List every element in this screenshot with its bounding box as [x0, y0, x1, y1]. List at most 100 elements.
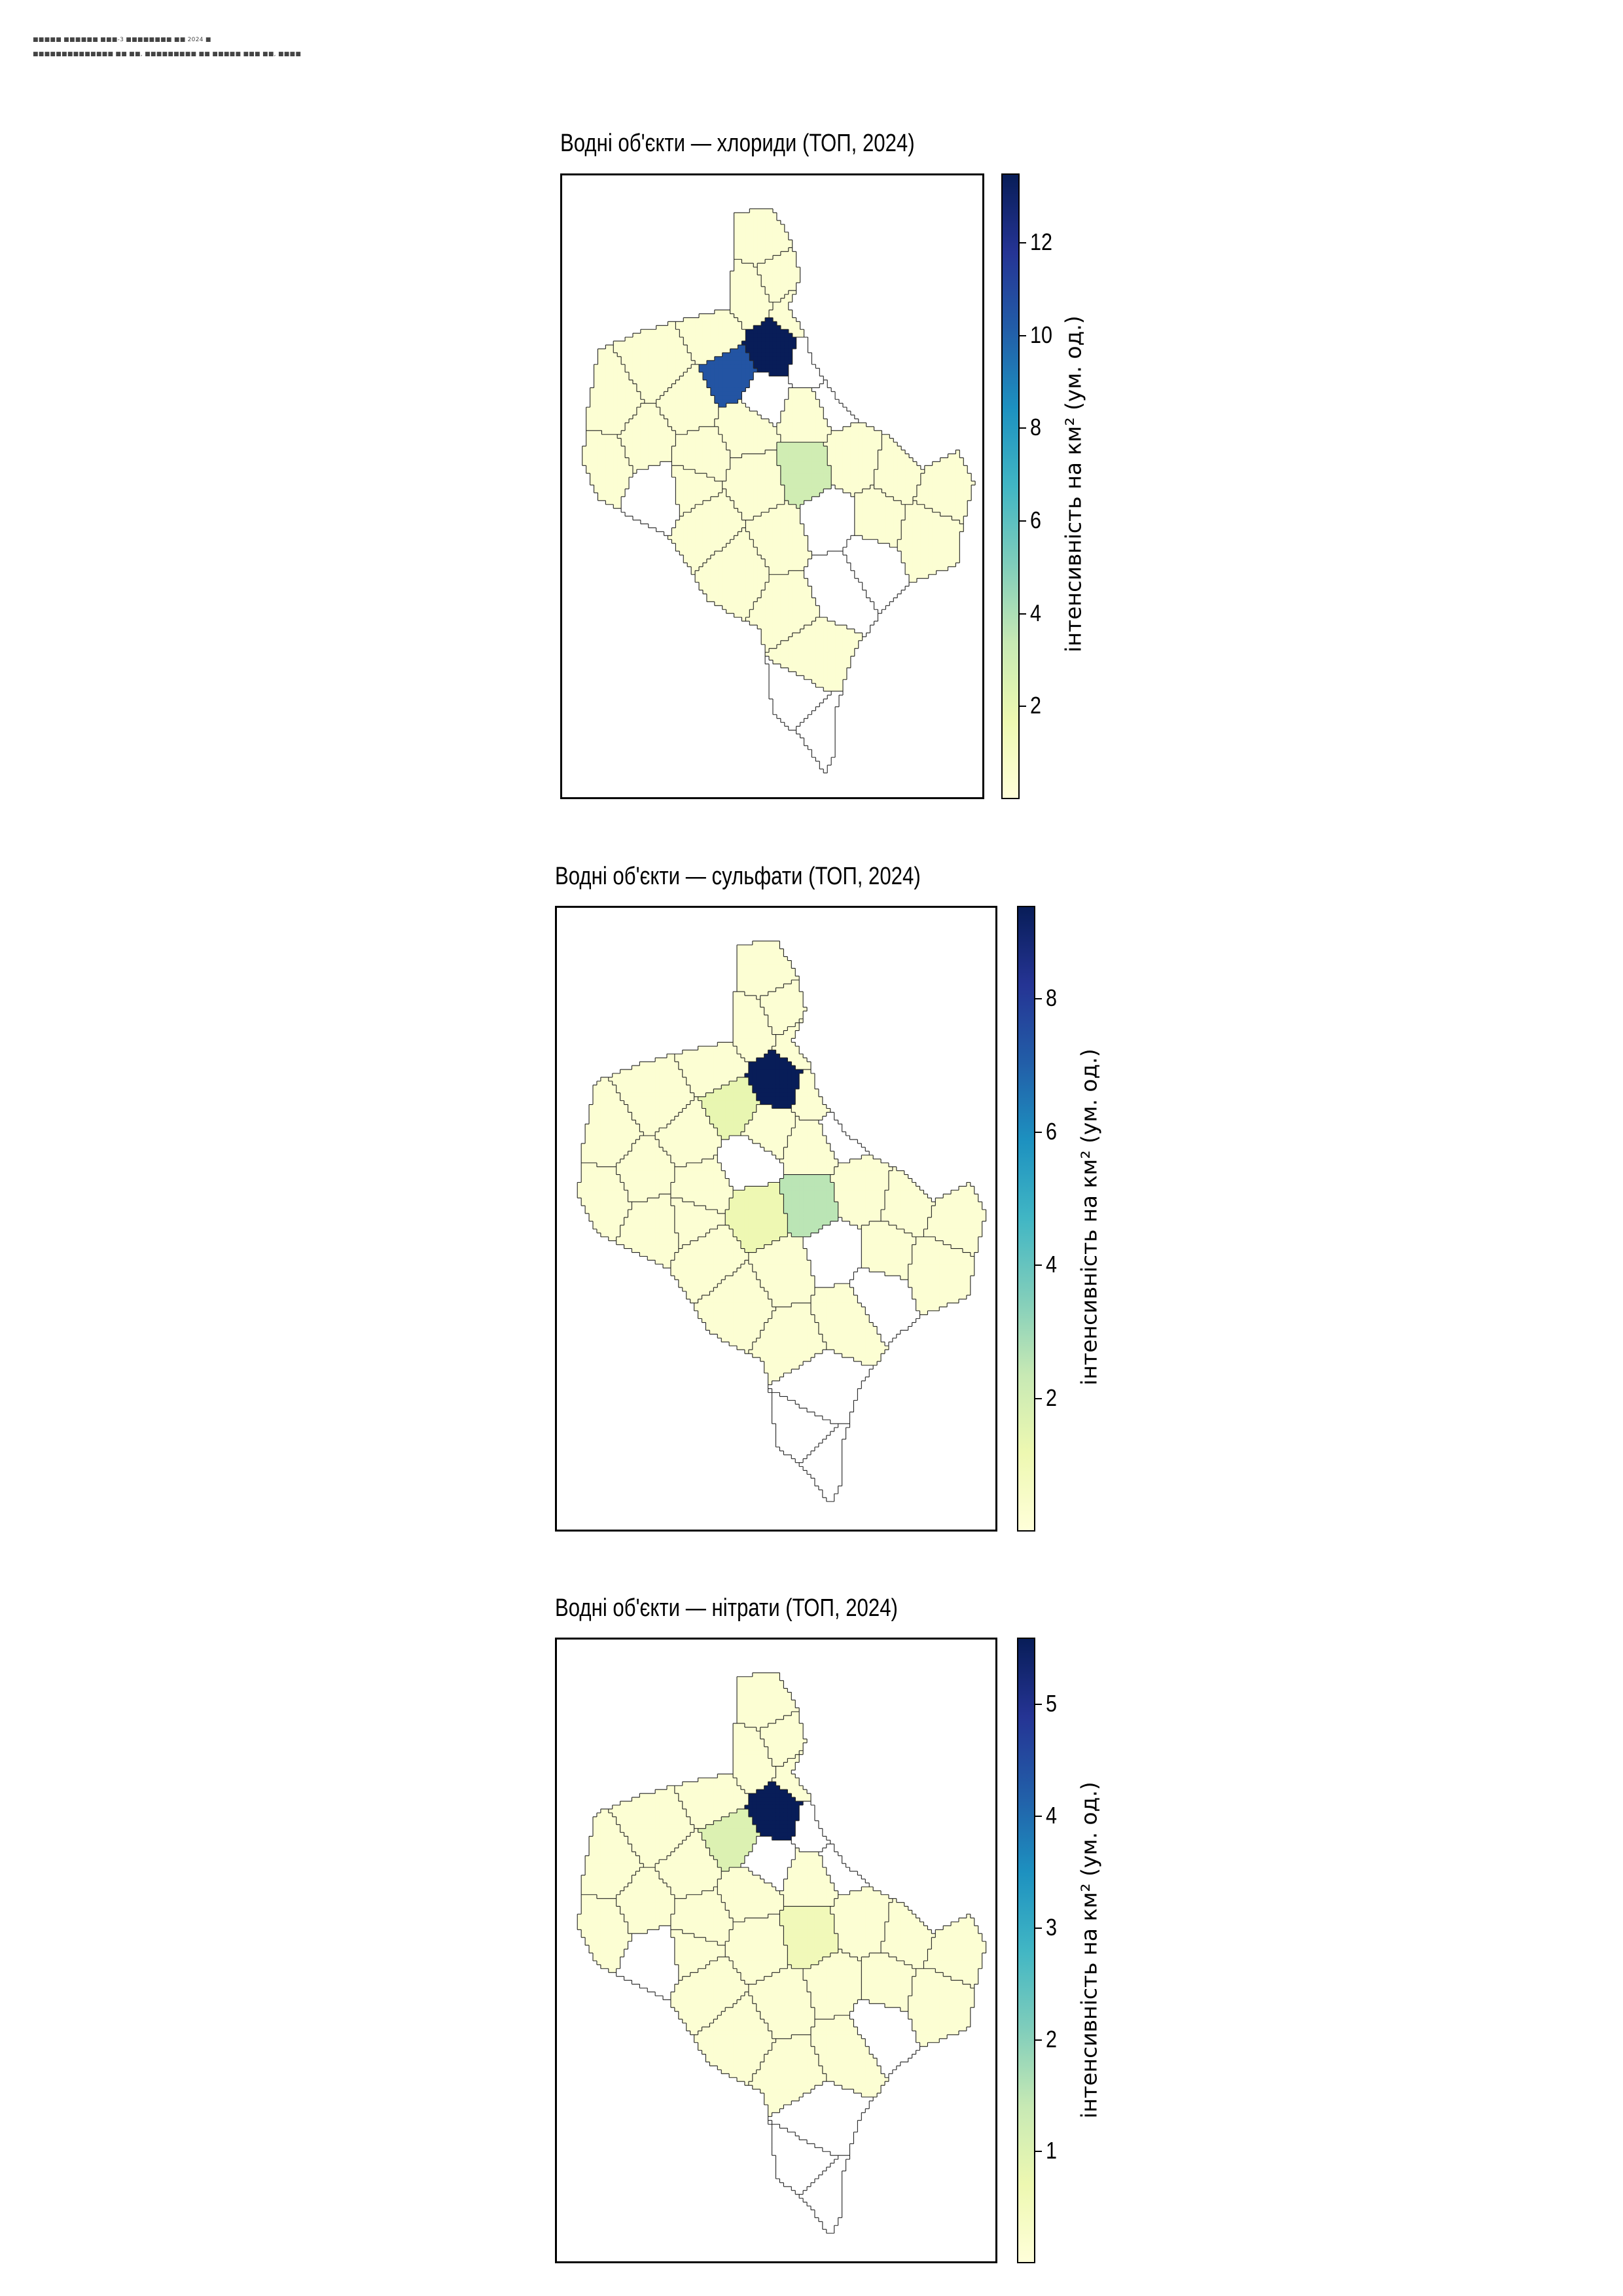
colorbar-label: інтенсивність на км² (ум. од.): [1060, 315, 1086, 653]
map-region: [908, 1968, 975, 2047]
map-region: [608, 1054, 695, 1136]
colorbar-tick-mark: [1035, 998, 1042, 1000]
colorbar-tick-mark: [1020, 613, 1026, 615]
colorbar-tick-label: 6: [1030, 507, 1042, 534]
map-region: [804, 551, 879, 637]
colorbar-tick-mark: [1020, 427, 1026, 429]
map-region: [617, 403, 676, 474]
map-region: [800, 485, 855, 556]
map-region: [772, 1018, 812, 1070]
map-region: [725, 1182, 788, 1253]
map-region: [737, 1672, 800, 1732]
colorbar-tick-label: 8: [1046, 984, 1058, 1012]
choropleth-map: [582, 208, 976, 774]
map-region: [613, 321, 696, 404]
map-region: [744, 1050, 804, 1109]
map-region: [760, 1712, 808, 1767]
colorbar: [1017, 1638, 1035, 2263]
colorbar: [1017, 906, 1035, 1532]
header-line-2: ■■■■■■■■■■■■■■ ■■ ■■, ■■■■■■■■■ ■■ ■■■■■…: [33, 51, 302, 58]
map-region: [765, 617, 863, 692]
map-region: [670, 1886, 734, 1946]
map-region: [748, 2034, 827, 2117]
colorbar-tick-mark: [1020, 520, 1026, 522]
map-region: [740, 1104, 796, 1160]
map-region: [908, 1236, 975, 1316]
map-region: [818, 1112, 870, 1164]
map-region: [656, 364, 719, 435]
map-region: [818, 1844, 870, 1895]
map-region: [740, 1836, 796, 1892]
map-region: [741, 372, 793, 427]
map-region: [830, 1155, 893, 1230]
map-region: [849, 2000, 921, 2078]
map-region: [849, 1268, 921, 1346]
map-region: [586, 345, 645, 435]
map-region: [791, 1801, 831, 1852]
map-region: [823, 422, 883, 497]
map-region: [616, 1136, 675, 1202]
colorbar-tick-label: 4: [1030, 599, 1042, 626]
map-region: [757, 247, 801, 303]
map-region: [788, 337, 824, 389]
map-region: [830, 1886, 893, 1962]
map-region: [671, 426, 731, 482]
map-region: [776, 387, 832, 443]
panel-title: Водні об'єкти — сульфати (ТОП, 2024): [555, 863, 921, 890]
map-region: [616, 1867, 675, 1934]
map-region: [923, 1182, 987, 1257]
map-region: [670, 1198, 726, 1249]
map-region: [768, 2120, 839, 2195]
map-region: [748, 1964, 815, 2039]
colorbar-tick-label: 2: [1046, 2025, 1058, 2053]
map-region: [779, 1116, 839, 1175]
map-region: [791, 1069, 831, 1121]
colorbar-tick-mark: [1035, 1265, 1042, 1266]
choropleth-map: [577, 941, 987, 1502]
map-region: [714, 399, 781, 459]
colorbar-tick-label: 12: [1030, 228, 1053, 256]
map-region: [730, 259, 774, 330]
map-region: [694, 1260, 777, 1354]
map-region: [733, 992, 777, 1062]
map-region: [695, 528, 770, 622]
colorbar-tick-mark: [1020, 706, 1026, 708]
colorbar-tick-mark: [1035, 1131, 1042, 1133]
map-region: [765, 656, 832, 731]
map-region: [779, 1848, 839, 1907]
map-region: [698, 1808, 761, 1872]
colorbar-label: інтенсивність на км² (ум. од.): [1076, 1049, 1102, 1386]
colorbar-tick-mark: [1035, 1816, 1042, 1818]
panel-title: Водні об'єкти — хлориди (ТОП, 2024): [560, 130, 915, 157]
colorbar-tick-label: 10: [1030, 321, 1053, 348]
map-region: [717, 1136, 784, 1191]
map-region: [655, 1096, 722, 1168]
region-borders: [577, 941, 987, 1502]
map-region: [675, 310, 746, 365]
map-region: [842, 535, 910, 614]
map-region: [861, 1952, 917, 2012]
map-region: [722, 450, 785, 521]
map-region: [768, 2081, 874, 2156]
map-region: [772, 1750, 812, 1802]
map-region: [811, 2015, 889, 2098]
choropleth-map: [577, 1672, 987, 2234]
map-region: [616, 1194, 679, 1268]
map-region: [694, 1992, 777, 2086]
colorbar-tick-label: 2: [1046, 1384, 1058, 1411]
map-region: [674, 1774, 749, 1829]
page-header: ■■■■■ ■■■■■■ ■■■-3 ■■■■■■■■ ■■ 2024 ■ ■■…: [33, 33, 301, 62]
map-region: [745, 570, 820, 653]
map-region: [799, 1424, 851, 1502]
map-region: [725, 1914, 788, 1985]
colorbar-tick-label: 5: [1046, 1690, 1058, 1717]
map-region: [577, 1162, 633, 1242]
map-region: [733, 1723, 777, 1794]
map-region: [717, 1867, 784, 1922]
map-region: [670, 1155, 734, 1214]
map-region: [748, 1232, 815, 1308]
colorbar-label: інтенсивність на км² (ум. од.): [1076, 1782, 1102, 2119]
map-region: [748, 1302, 827, 1386]
map-region: [854, 485, 906, 548]
map-region: [674, 1042, 749, 1098]
